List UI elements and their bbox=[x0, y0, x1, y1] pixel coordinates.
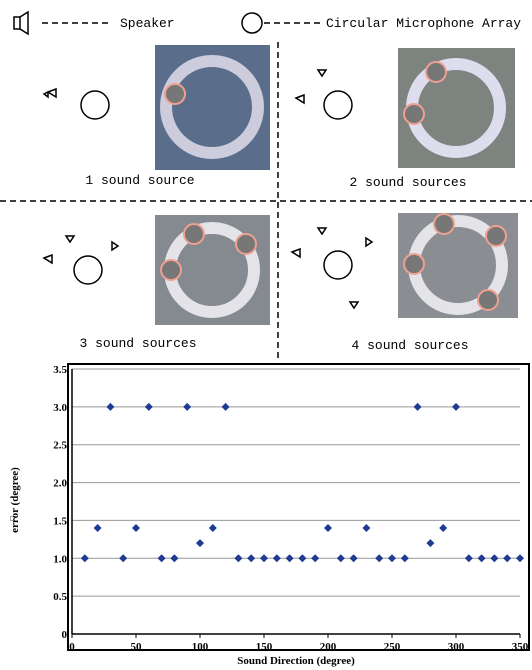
x-tick-label: 100 bbox=[192, 641, 209, 653]
y-axis-title: error (degree) bbox=[9, 467, 21, 533]
point bbox=[311, 554, 320, 563]
point bbox=[477, 554, 486, 563]
y-axis-mark: □ bbox=[10, 515, 16, 522]
panel-label: 3 sound sources bbox=[79, 336, 196, 351]
point bbox=[516, 554, 524, 563]
point bbox=[144, 402, 153, 411]
panel-label: 1 sound source bbox=[85, 173, 194, 188]
legend-icons bbox=[0, 10, 532, 360]
y-tick-label: 3.5 bbox=[53, 364, 67, 376]
point bbox=[260, 554, 268, 563]
chart-frame bbox=[67, 363, 530, 651]
point bbox=[208, 524, 217, 532]
point bbox=[285, 554, 294, 563]
point bbox=[426, 539, 435, 548]
point bbox=[234, 554, 243, 563]
point bbox=[183, 402, 192, 411]
point bbox=[272, 554, 281, 563]
point bbox=[336, 554, 345, 563]
panel-label: 4 sound sources bbox=[351, 338, 468, 353]
y-tick-label: 0.5 bbox=[53, 591, 67, 603]
point bbox=[119, 554, 128, 563]
point bbox=[490, 554, 499, 563]
point bbox=[170, 554, 179, 563]
panel-photos bbox=[155, 45, 518, 325]
x-tick-label: 200 bbox=[320, 641, 337, 653]
panel-diagrams bbox=[42, 69, 374, 310]
x-tick-label: 150 bbox=[256, 641, 273, 653]
x-tick-label: 350 bbox=[512, 641, 529, 653]
point bbox=[106, 402, 115, 411]
point bbox=[132, 524, 140, 532]
point bbox=[157, 554, 166, 563]
point bbox=[324, 524, 332, 532]
point bbox=[298, 554, 307, 563]
point bbox=[503, 554, 512, 563]
x-axis-title: Sound Direction (degree) bbox=[237, 655, 355, 667]
point bbox=[413, 402, 422, 411]
point bbox=[221, 402, 230, 411]
x-tick-label: 0 bbox=[69, 641, 75, 653]
x-tick-label: 300 bbox=[448, 641, 465, 653]
point bbox=[375, 554, 384, 563]
point bbox=[452, 402, 460, 411]
point bbox=[464, 554, 473, 563]
point bbox=[362, 524, 371, 532]
y-tick-label: 3.0 bbox=[53, 402, 67, 414]
y-tick-label: 1.0 bbox=[53, 553, 67, 565]
point bbox=[80, 554, 89, 563]
y-tick-label: 1.5 bbox=[53, 515, 67, 527]
point bbox=[388, 554, 396, 563]
point bbox=[400, 554, 409, 563]
panel-label: 2 sound sources bbox=[349, 175, 466, 190]
y-tick-label: 2.5 bbox=[53, 440, 67, 452]
legend-array: Circular Microphone Array bbox=[326, 16, 521, 31]
y-tick-label: 0 bbox=[62, 629, 68, 641]
x-tick-label: 250 bbox=[384, 641, 401, 653]
point bbox=[349, 554, 358, 563]
point bbox=[93, 524, 102, 532]
y-tick-label: 2.0 bbox=[53, 478, 67, 490]
point bbox=[247, 554, 256, 563]
point bbox=[439, 524, 448, 532]
legend-speaker: Speaker bbox=[120, 16, 175, 31]
point bbox=[196, 539, 204, 548]
x-tick-label: 50 bbox=[131, 641, 143, 653]
